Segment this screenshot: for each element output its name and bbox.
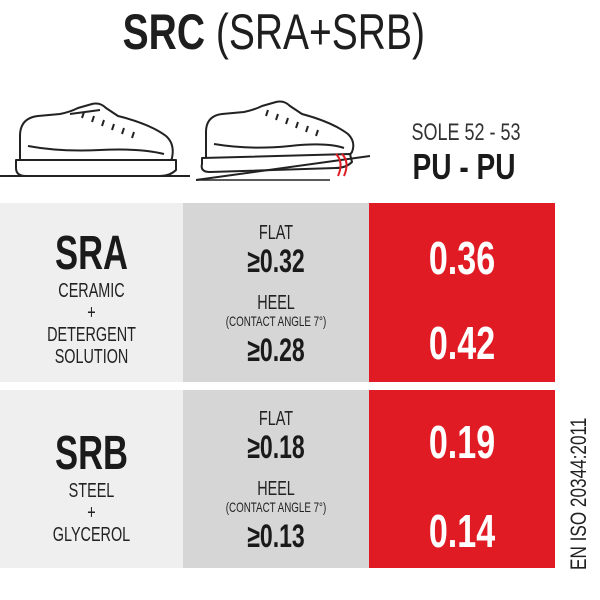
shoe-flat-icon <box>15 102 177 177</box>
flat-min-value: ≥0.32 <box>247 243 305 279</box>
heel-min-value: ≥0.13 <box>247 518 305 554</box>
grade-desc-line: CERAMIC <box>58 280 125 302</box>
flat-label: FLAT <box>258 222 294 244</box>
grade-code: SRA <box>55 227 128 280</box>
sra-result-cell <box>369 203 555 382</box>
heel-angle-note: (CONTACT ANGLE 7°) <box>225 499 327 515</box>
heel-angle-note: (CONTACT ANGLE 7°) <box>225 313 327 329</box>
srb-heel-requirement: HEEL (CONTACT ANGLE 7°) ≥0.13 <box>183 478 369 553</box>
heel-label: HEEL <box>257 478 295 500</box>
grade-desc-line: STEEL <box>68 480 115 502</box>
flat-label: FLAT <box>258 408 294 430</box>
sra-flat-requirement: FLAT ≥0.32 <box>183 222 369 278</box>
result-value: 0.42 <box>428 317 496 369</box>
sra-requirement-cell <box>183 203 369 382</box>
sra-heel-result: 0.42 <box>369 318 555 368</box>
grade-code: SRB <box>55 427 128 480</box>
title-light: (SRA+SRB) <box>216 4 426 60</box>
shoe-illustrations <box>0 100 371 181</box>
standard-text: EN ISO 20344:2011 <box>566 417 591 570</box>
sole-material: PU - PU <box>412 146 516 187</box>
srb-grade: SRB STEEL + GLYCEROL <box>0 427 183 547</box>
sra-flat-result: 0.36 <box>369 233 555 283</box>
result-value: 0.19 <box>428 416 496 468</box>
title-bold: SRC <box>122 4 206 60</box>
shoe-heel-tilt-icon <box>200 100 355 173</box>
srb-result-cell <box>369 390 555 568</box>
result-value: 0.36 <box>428 232 496 284</box>
sra-heel-requirement: HEEL (CONTACT ANGLE 7°) ≥0.28 <box>183 292 369 367</box>
flat-min-value: ≥0.18 <box>247 429 305 465</box>
sra-grade: SRA CERAMIC + DETERGENT SOLUTION <box>0 227 183 369</box>
srb-heel-result: 0.14 <box>369 506 555 556</box>
result-value: 0.14 <box>428 505 496 557</box>
srb-flat-requirement: FLAT ≥0.18 <box>183 408 369 464</box>
page-title: SRC (SRA+SRB) <box>0 2 548 62</box>
standard-label: EN ISO 20344:2011 <box>566 375 592 570</box>
srb-flat-result: 0.19 <box>369 417 555 467</box>
grade-desc-line: DETERGENT <box>47 324 136 346</box>
grade-desc-line: + <box>87 502 96 524</box>
heel-min-value: ≥0.28 <box>247 332 305 368</box>
grade-desc-line: SOLUTION <box>54 346 129 368</box>
srb-grade-cell <box>0 390 183 568</box>
sole-label: SOLE 52 - 53 PU - PU <box>394 118 534 186</box>
srb-requirement-cell <box>183 390 369 568</box>
sra-grade-cell <box>0 203 183 382</box>
heel-label: HEEL <box>257 292 295 314</box>
grade-desc-line: + <box>87 302 96 324</box>
sole-name: SOLE 52 - 53 <box>411 119 521 146</box>
grade-desc-line: GLYCEROL <box>52 524 131 546</box>
